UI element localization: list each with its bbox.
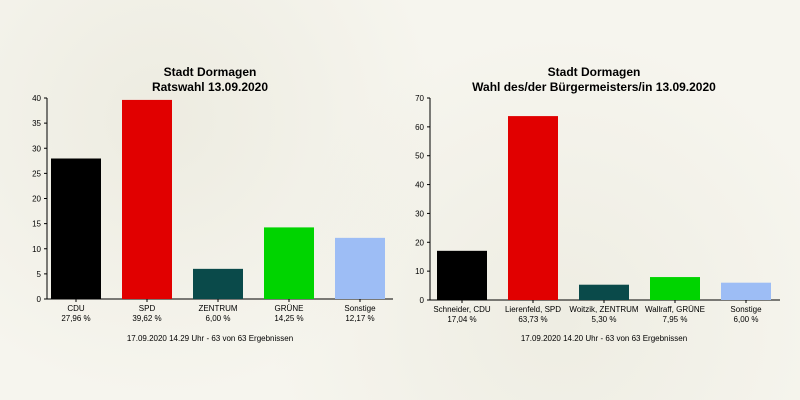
y-tick-label: 10 <box>32 245 41 254</box>
value-label: 27,96 % <box>61 314 90 323</box>
value-label: 7,95 % <box>663 315 688 324</box>
chart-subtitle: Ratswahl 13.09.2020 <box>152 80 268 94</box>
y-tick-label: 70 <box>415 94 424 103</box>
bar-cdu <box>51 158 101 299</box>
chart-subtitle: Wahl des/der Bürgermeisters/in 13.09.202… <box>472 80 716 94</box>
category-label: SPD <box>139 304 156 313</box>
y-tick-label: 0 <box>420 296 425 305</box>
y-tick-label: 30 <box>415 209 424 218</box>
bar-wallraff-grüne <box>650 277 700 300</box>
category-label: Woitzik, ZENTRUM <box>569 305 639 314</box>
bar-lierenfeld-spd <box>508 116 558 300</box>
y-tick-label: 60 <box>415 123 424 132</box>
value-label: 63,73 % <box>518 315 547 324</box>
chart-ratswahl: Stadt Dormagen Ratswahl 13.09.2020 17.09… <box>32 65 393 343</box>
category-label: ZENTRUM <box>198 304 237 313</box>
y-tick-label: 10 <box>415 267 424 276</box>
y-tick-label: 40 <box>32 94 41 103</box>
chart-title: Stadt Dormagen <box>164 65 257 79</box>
y-tick-label: 15 <box>32 220 41 229</box>
category-label: Lierenfeld, SPD <box>505 305 561 314</box>
y-tick-label: 25 <box>32 169 41 178</box>
category-label: Schneider, CDU <box>433 305 491 314</box>
category-label: GRÜNE <box>275 304 304 313</box>
category-label: Sonstige <box>730 305 762 314</box>
bar-schneider-cdu <box>437 250 487 300</box>
bar-sonstige <box>721 282 771 300</box>
chart-footer: 17.09.2020 14.20 Uhr - 63 von 63 Ergebni… <box>521 334 687 343</box>
y-tick-label: 20 <box>32 195 41 204</box>
bar-grüne <box>264 227 314 299</box>
y-tick-label: 5 <box>37 270 42 279</box>
category-label: CDU <box>67 304 85 313</box>
y-tick-label: 50 <box>415 152 424 161</box>
bar-woitzik-zentrum <box>579 284 629 300</box>
value-label: 6,00 % <box>734 315 759 324</box>
bar-spd <box>122 99 172 299</box>
value-label: 6,00 % <box>206 314 231 323</box>
y-tick-label: 30 <box>32 144 41 153</box>
value-label: 17,04 % <box>447 315 476 324</box>
chart-footer: 17.09.2020 14.29 Uhr - 63 von 63 Ergebni… <box>127 334 293 343</box>
y-tick-label: 40 <box>415 181 424 190</box>
bar-zentrum <box>193 268 243 299</box>
y-tick-label: 0 <box>37 295 42 304</box>
value-label: 5,30 % <box>592 315 617 324</box>
category-label: Wallraff, GRÜNE <box>645 305 705 314</box>
value-label: 14,25 % <box>274 314 303 323</box>
y-tick-label: 20 <box>415 238 424 247</box>
y-tick-label: 35 <box>32 119 41 128</box>
category-label: Sonstige <box>344 304 376 313</box>
bar-sonstige <box>335 237 385 299</box>
value-label: 39,62 % <box>132 314 161 323</box>
value-label: 12,17 % <box>345 314 374 323</box>
chart-title: Stadt Dormagen <box>548 65 641 79</box>
chart-buergermeisterwahl: Stadt Dormagen Wahl des/der Bürgermeiste… <box>415 65 780 343</box>
